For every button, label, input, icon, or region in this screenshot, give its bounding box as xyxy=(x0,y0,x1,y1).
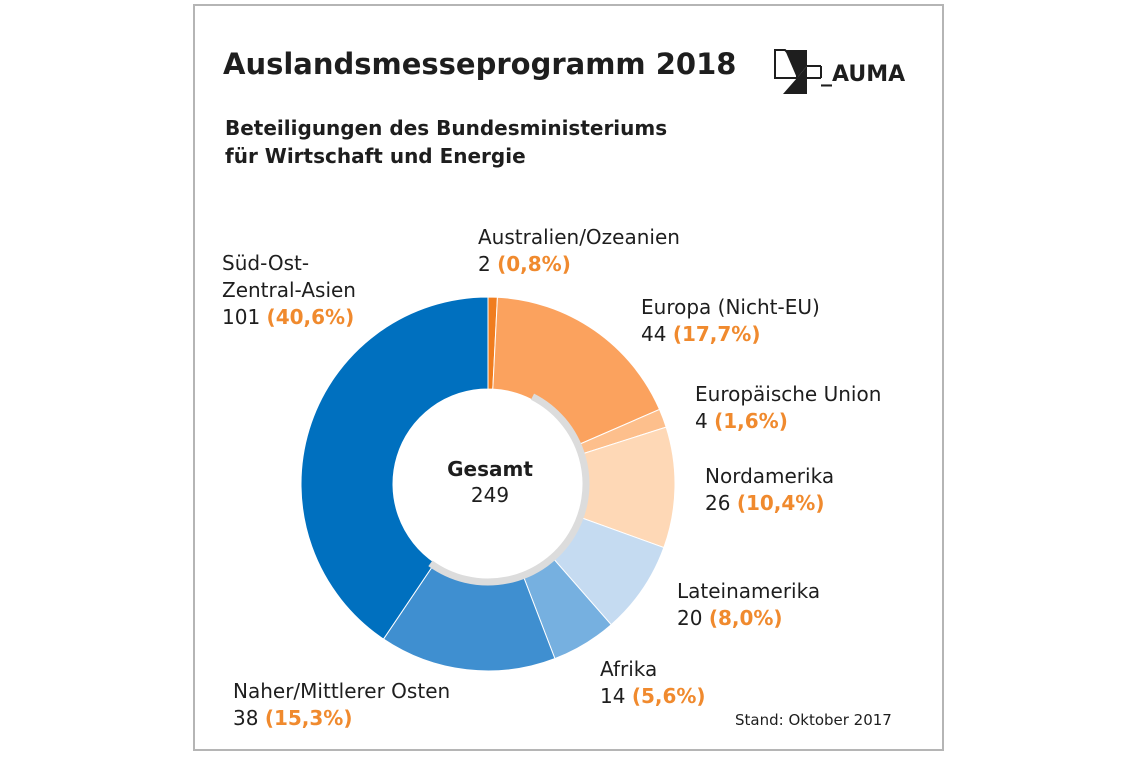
label-sued-ost-zentral-asien: Süd-Ost- Zentral-Asien 101 (40,6%) xyxy=(222,250,356,331)
label-percent: (0,8%) xyxy=(497,252,571,276)
label-percent: (40,6%) xyxy=(266,305,355,329)
total-value: 249 xyxy=(470,483,510,507)
chart-frame: Auslandsmesseprogramm 2018 Beteiligungen… xyxy=(193,4,944,751)
label-percent: (1,6%) xyxy=(714,409,788,433)
label-name: Naher/Mittlerer Osten xyxy=(233,679,451,703)
label-lateinamerika: Lateinamerika 20 (8,0%) xyxy=(677,578,820,632)
label-name: Afrika xyxy=(600,657,658,681)
subtitle-line-1: Beteiligungen des Bundesministeriums xyxy=(225,116,668,140)
label-percent: (10,4%) xyxy=(736,491,825,515)
subtitle-line-2: für Wirtschaft und Energie xyxy=(225,144,526,168)
donut-chart xyxy=(300,296,676,672)
auma-logo: _AUMA xyxy=(773,44,906,104)
label-name: Australien/Ozeanien xyxy=(478,225,680,249)
label-name: Lateinamerika xyxy=(677,579,821,603)
label-value: 4 xyxy=(695,409,708,433)
donut-center-total: Gesamt 249 xyxy=(425,456,555,508)
label-value: 26 xyxy=(705,491,731,515)
total-label: Gesamt xyxy=(447,457,533,481)
label-name: Europa (Nicht-EU) xyxy=(641,295,820,319)
label-name-line-1: Süd-Ost- xyxy=(222,251,310,275)
label-name: Nordamerika xyxy=(705,464,835,488)
label-europa-nicht-eu: Europa (Nicht-EU) 44 (17,7%) xyxy=(641,294,820,348)
label-afrika: Afrika 14 (5,6%) xyxy=(600,656,706,710)
label-value: 38 xyxy=(233,706,259,730)
chart-subtitle: Beteiligungen des Bundesministeriums für… xyxy=(225,114,705,170)
label-value: 44 xyxy=(641,322,667,346)
label-value: 2 xyxy=(478,252,491,276)
auma-logo-text: _AUMA xyxy=(821,62,906,87)
label-percent: (17,7%) xyxy=(672,322,761,346)
donut-hole xyxy=(393,389,583,579)
donut-hole-shadow xyxy=(428,393,590,586)
chart-title: Auslandsmesseprogramm 2018 xyxy=(223,47,737,81)
label-value: 14 xyxy=(600,684,626,708)
label-percent: (5,6%) xyxy=(631,684,706,708)
label-nordamerika: Nordamerika 26 (10,4%) xyxy=(705,463,834,517)
footnote: Stand: Oktober 2017 xyxy=(735,711,892,729)
label-percent: (8,0%) xyxy=(708,606,783,630)
label-value: 101 xyxy=(222,305,261,329)
label-naher-mittlerer-osten: Naher/Mittlerer Osten 38 (15,3%) xyxy=(233,678,450,732)
label-europaeische-union: Europäische Union 4 (1,6%) xyxy=(695,381,881,435)
auma-logo-icon xyxy=(774,49,822,94)
label-name-line-2: Zentral-Asien xyxy=(222,278,356,302)
label-value: 20 xyxy=(677,606,703,630)
label-australien: Australien/Ozeanien 2 (0,8%) xyxy=(478,224,680,278)
label-name: Europäische Union xyxy=(695,382,882,406)
label-percent: (15,3%) xyxy=(264,706,353,730)
